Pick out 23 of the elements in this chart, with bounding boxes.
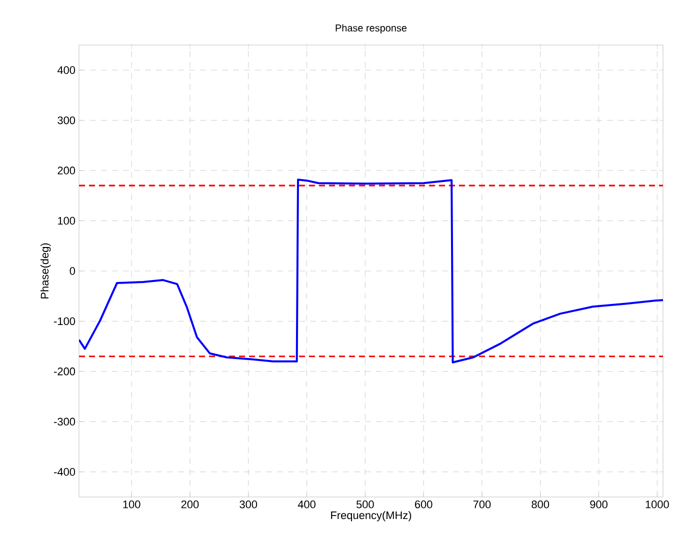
y-tick-label: -200 (54, 368, 76, 376)
x-axis-title: Frequency(MHz) (331, 511, 412, 522)
y-tick-label: 0 (70, 267, 76, 275)
y-tick-label: -100 (54, 317, 76, 326)
x-tick-label: 400 (298, 500, 316, 508)
y-tick-label: 300 (58, 116, 76, 124)
x-tick-label: 1000 (646, 500, 669, 508)
y-tick-label: 200 (58, 166, 76, 174)
x-tick-label: 300 (240, 500, 258, 508)
y-tick-label: 100 (58, 216, 76, 225)
x-tick-label: 100 (123, 500, 140, 508)
x-tick-label: 800 (532, 500, 550, 508)
x-tick-label: 700 (473, 500, 491, 508)
y-tick-label: 400 (57, 66, 76, 74)
x-tick-label: 200 (181, 500, 199, 508)
x-tick-label: 600 (414, 500, 432, 508)
y-tick-label: -300 (54, 418, 76, 426)
y-axis-title: Phase(deg) (40, 243, 51, 298)
x-tick-label: 500 (356, 500, 374, 508)
x-tick-label: 900 (590, 500, 608, 508)
y-tick-label: -400 (54, 468, 76, 476)
line-series (79, 178, 664, 364)
chart-title: Phase response (336, 24, 407, 34)
